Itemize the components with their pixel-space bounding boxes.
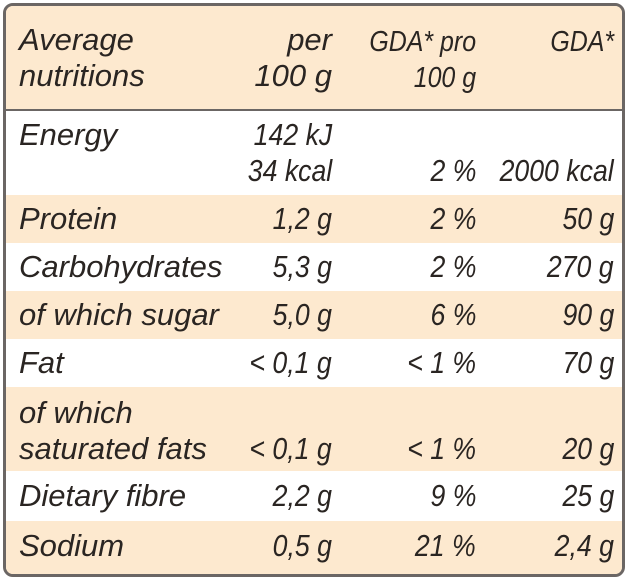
per-100g-value: < 0,1 g [249,345,332,380]
nutrient-name: Dietary fibre [19,478,187,513]
table-row-sodium: Sodium 0,5 g 21 % 2,4 g [6,521,622,574]
per-100g-value: 5,3 g [272,249,332,284]
header-nutrition-name: Average nutritions [19,22,145,93]
gda-percent: 6 % [430,297,476,332]
table-row-sugar: of which sugar 5,0 g 6 % 90 g [6,291,622,339]
table-header: Average nutritions per 100 g GDA* pro 10… [6,6,622,109]
per-100g-value: 1,2 g [272,201,332,236]
header-per-100g: per 100 g [254,22,332,93]
nutrient-name: Energy [19,117,118,152]
table-row-fat: Fat < 0,1 g < 1 % 70 g [6,339,622,387]
table-row-energy: Energy 142 kJ 34 kcal 2 % 2000 kcal [6,109,622,197]
per-100g-value: 2,2 g [272,478,332,513]
table-row-dietary-fibre: Dietary fibre 2,2 g 9 % 25 g [6,471,622,521]
gda-value: 2000 kcal [499,153,614,188]
gda-percent: < 1 % [407,431,476,466]
gda-percent: 21 % [415,528,476,563]
gda-percent: < 1 % [407,345,476,380]
header-gda: GDA* [550,26,614,58]
nutrient-name: of which sugar [19,297,219,332]
gda-value: 270 g [547,249,614,284]
gda-percent: 2 % [430,249,476,284]
nutrition-table: Average nutritions per 100 g GDA* pro 10… [3,3,625,577]
per-100g-value: 5,0 g [272,297,332,332]
gda-value: 20 g [562,431,614,466]
nutrient-name: Protein [19,201,118,236]
gda-value: 90 g [562,297,614,332]
nutrient-name: Fat [19,345,64,380]
per-100g-value: 142 kJ 34 kcal [247,117,332,188]
nutrient-name: Carbohydrates [19,249,223,284]
gda-percent: 2 % [430,201,476,236]
table-row-protein: Protein 1,2 g 2 % 50 g [6,195,622,243]
per-100g-value: < 0,1 g [249,431,332,466]
gda-value: 70 g [562,345,614,380]
gda-value: 50 g [562,201,614,236]
gda-percent: 2 % [430,153,476,188]
header-gda-per-100g: GDA* pro 100 g [369,26,476,94]
gda-value: 2,4 g [554,528,614,563]
gda-value: 25 g [562,478,614,513]
nutrient-name: Sodium [19,528,125,563]
table-row-saturated-fats: of which saturated fats < 0,1 g < 1 % 20… [6,387,622,471]
nutrient-name: of which saturated fats [19,395,207,466]
gda-percent: 9 % [430,478,476,513]
per-100g-value: 0,5 g [272,528,332,563]
table-row-carbohydrates: Carbohydrates 5,3 g 2 % 270 g [6,243,622,291]
